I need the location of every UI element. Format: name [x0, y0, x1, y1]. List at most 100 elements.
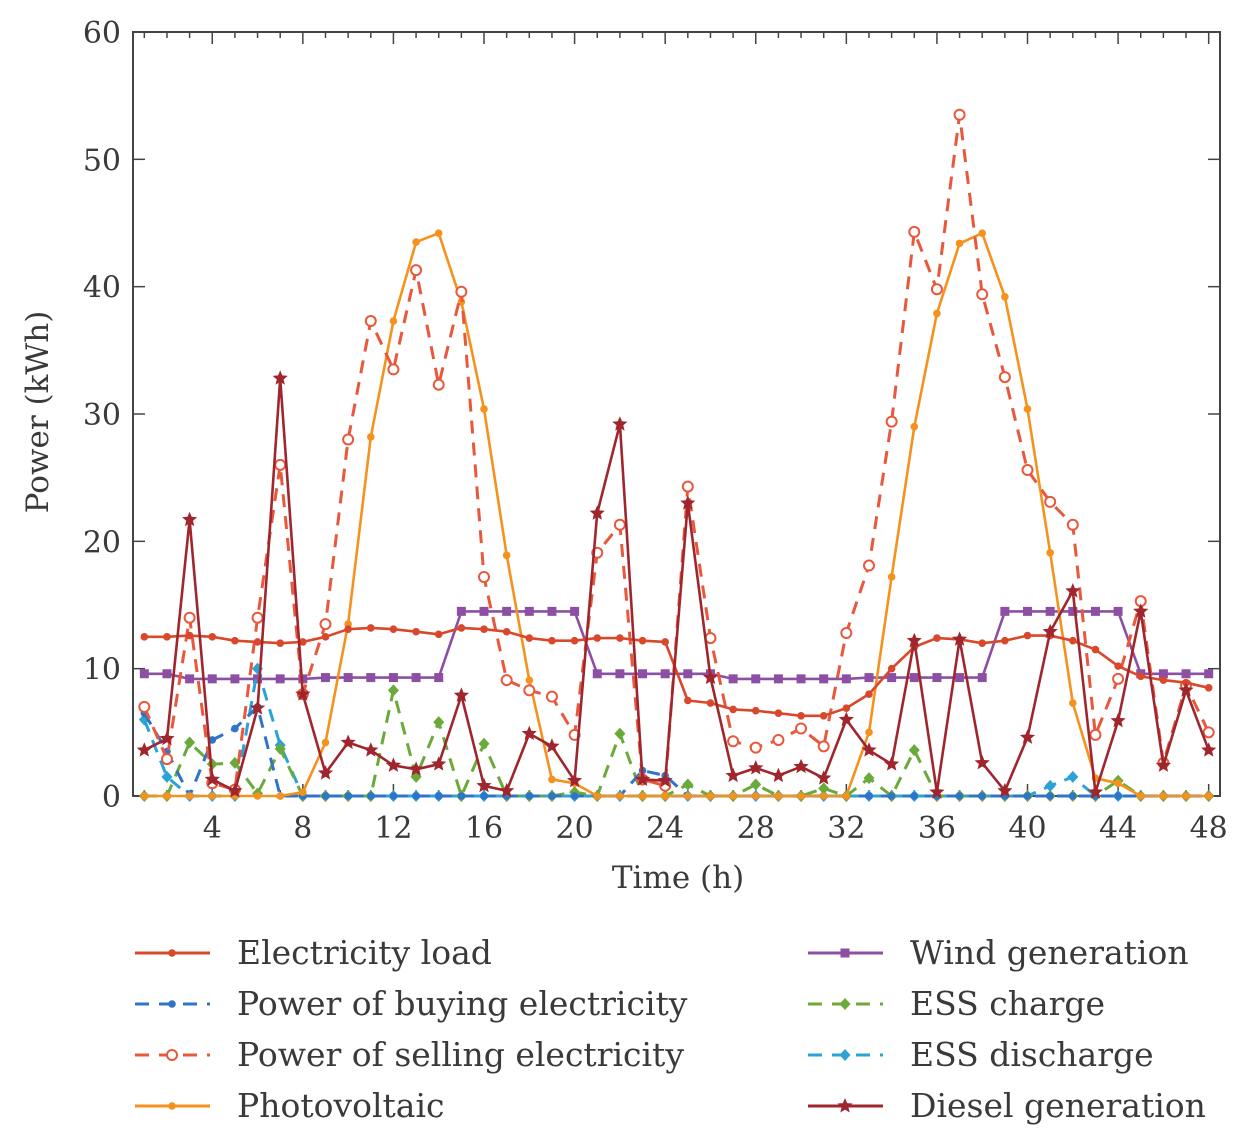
- data-point: [320, 619, 330, 629]
- data-point: [390, 317, 398, 325]
- data-point: [1137, 673, 1145, 681]
- data-point: [775, 709, 783, 717]
- data-point: [526, 634, 534, 642]
- data-point: [321, 673, 330, 682]
- data-point: [1067, 771, 1078, 783]
- data-point: [748, 760, 763, 775]
- data-point: [843, 704, 851, 712]
- legend-label: Wind generation: [910, 933, 1189, 972]
- data-point: [707, 699, 715, 707]
- data-point: [975, 755, 990, 770]
- data-point: [910, 673, 919, 682]
- data-point: [456, 287, 466, 297]
- data-point: [548, 637, 556, 645]
- data-point: [547, 607, 556, 616]
- data-point: [864, 561, 874, 571]
- x-tick-label: 20: [556, 811, 594, 846]
- data-point: [1091, 607, 1100, 616]
- legend-marker: [168, 1102, 176, 1110]
- data-point: [322, 739, 330, 747]
- data-point: [955, 673, 964, 682]
- data-point: [1046, 549, 1054, 557]
- y-tick-label: 30: [83, 398, 121, 433]
- data-point: [480, 625, 488, 633]
- data-point: [208, 674, 217, 683]
- data-point: [793, 759, 808, 774]
- data-point: [615, 669, 624, 678]
- data-point: [616, 634, 624, 642]
- data-point: [977, 289, 987, 299]
- data-point: [434, 380, 444, 390]
- data-point: [684, 697, 692, 705]
- y-tick-label: 10: [83, 653, 121, 688]
- data-point: [819, 741, 829, 751]
- data-point: [887, 673, 896, 682]
- legend-item-ess-charge: ESS charge: [808, 984, 1105, 1023]
- series-photovoltaic: [141, 229, 1213, 799]
- data-point: [683, 669, 692, 678]
- data-point: [1000, 607, 1009, 616]
- data-point: [411, 265, 421, 275]
- data-point: [1114, 607, 1123, 616]
- data-point: [887, 417, 897, 427]
- data-point: [707, 792, 715, 800]
- data-point: [480, 607, 489, 616]
- data-point: [480, 405, 488, 413]
- data-point: [1156, 757, 1171, 772]
- data-point: [230, 674, 239, 683]
- data-point: [434, 673, 443, 682]
- legend-item-electricity-load: Electricity load: [135, 933, 492, 972]
- data-point: [884, 756, 899, 770]
- legend-label: Electricity load: [237, 933, 492, 972]
- data-point: [547, 692, 557, 702]
- data-point: [593, 634, 601, 642]
- data-point: [593, 792, 601, 800]
- data-point: [367, 624, 375, 632]
- data-point: [386, 757, 401, 772]
- data-point: [909, 744, 920, 756]
- data-point: [841, 628, 851, 638]
- data-point: [1046, 792, 1054, 800]
- data-point: [909, 227, 919, 237]
- data-point: [729, 792, 737, 800]
- x-tick-label: 44: [1099, 811, 1137, 846]
- legend-label: Photovoltaic: [237, 1086, 445, 1125]
- data-point: [1020, 729, 1035, 744]
- data-point: [1001, 293, 1009, 301]
- data-point: [933, 310, 941, 318]
- data-point: [729, 674, 738, 683]
- data-point: [276, 674, 285, 683]
- data-point: [458, 792, 466, 800]
- data-point: [457, 607, 466, 616]
- data-point: [1069, 792, 1077, 800]
- x-tick-label: 28: [737, 811, 775, 846]
- data-point: [726, 768, 741, 783]
- data-point: [1204, 669, 1213, 678]
- data-point: [1160, 792, 1168, 800]
- data-point: [771, 768, 786, 783]
- data-point: [1024, 405, 1032, 413]
- data-point: [276, 792, 284, 800]
- legend-item-photovoltaic: Photovoltaic: [135, 1086, 445, 1125]
- data-point: [1113, 674, 1123, 684]
- data-point: [1069, 637, 1077, 645]
- data-point: [774, 674, 783, 683]
- data-point: [1205, 684, 1213, 692]
- legend-marker: [840, 998, 851, 1010]
- data-point: [299, 788, 307, 796]
- series-line-ess-charge: [144, 690, 1208, 796]
- data-point: [343, 434, 353, 444]
- data-point: [163, 792, 171, 800]
- y-axis-title: Power (kWh): [20, 311, 56, 514]
- legend-label: ESS charge: [910, 984, 1105, 1023]
- data-point: [1068, 520, 1078, 530]
- data-point: [639, 637, 647, 645]
- data-point: [253, 613, 263, 623]
- data-point: [978, 792, 986, 800]
- data-point: [752, 792, 760, 800]
- data-point: [141, 633, 149, 641]
- legend-marker: [168, 949, 176, 957]
- data-point: [1204, 727, 1214, 737]
- data-point: [639, 792, 647, 800]
- data-point: [1160, 676, 1168, 684]
